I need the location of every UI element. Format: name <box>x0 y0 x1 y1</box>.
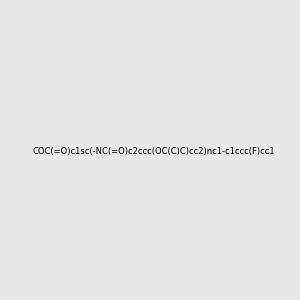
Text: COC(=O)c1sc(-NC(=O)c2ccc(OC(C)C)cc2)nc1-c1ccc(F)cc1: COC(=O)c1sc(-NC(=O)c2ccc(OC(C)C)cc2)nc1-… <box>32 147 275 156</box>
